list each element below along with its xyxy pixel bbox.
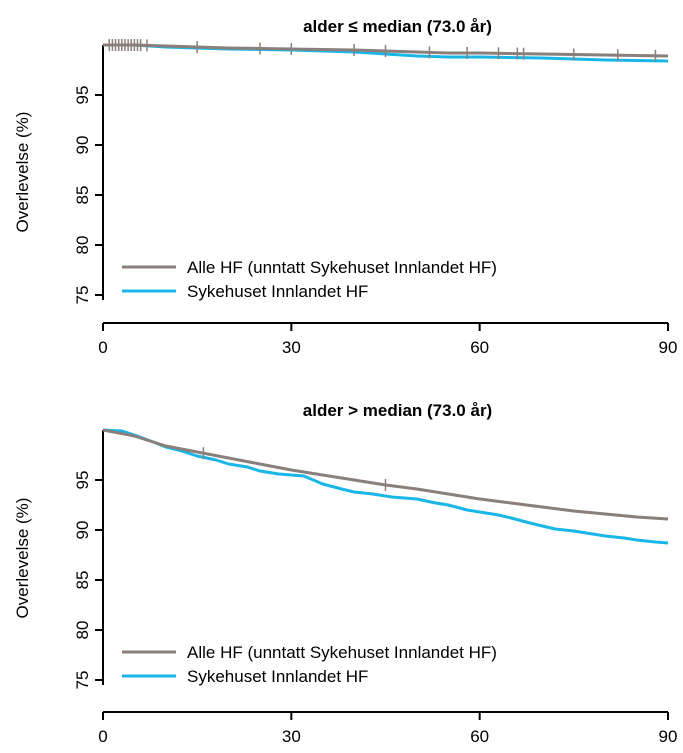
y-tick-label: 95 <box>73 86 92 105</box>
series-line-2 <box>102 428 669 545</box>
x-tick-label: 90 <box>659 727 678 746</box>
series-line-1 <box>102 428 669 521</box>
series-line-1 <box>103 43 669 58</box>
y-tick-label: 75 <box>73 286 92 305</box>
chart-panel-1: alder ≤ median (73.0 år) Overlevelse (%) 7… <box>13 17 677 357</box>
y-tick-label: 85 <box>73 571 92 590</box>
legend-label: Alle HF (unntatt Sykehuset Innlandet HF) <box>187 258 497 277</box>
y-tick-label: 90 <box>73 521 92 540</box>
y-tick-label: 95 <box>73 471 92 490</box>
y-axis-label: Overlevelse (%) <box>13 112 32 233</box>
x-tick-label: 90 <box>659 338 678 357</box>
x-tick-label: 60 <box>470 338 489 357</box>
x-tick-label: 60 <box>470 727 489 746</box>
y-tick-label: 80 <box>73 621 92 640</box>
legend-label: Sykehuset Innlandet HF <box>187 282 368 301</box>
y-tick-label: 90 <box>73 136 92 155</box>
chart-title: alder > median (73.0 år) <box>303 401 492 420</box>
legend-label: Sykehuset Innlandet HF <box>187 667 368 686</box>
y-tick-label: 80 <box>73 236 92 255</box>
x-tick-label: 0 <box>98 338 107 357</box>
x-tick-label: 30 <box>282 338 301 357</box>
y-axis-label: Overlevelse (%) <box>13 498 32 619</box>
x-tick-label: 0 <box>98 727 107 746</box>
y-tick-label: 75 <box>73 671 92 690</box>
chart-title: alder ≤ median (73.0 år) <box>303 17 492 36</box>
chart-panel-2: alder > median (73.0 år) Overlevelse (%) 7… <box>13 401 677 746</box>
y-tick-label: 85 <box>73 186 92 205</box>
x-tick-label: 30 <box>282 727 301 746</box>
legend-label: Alle HF (unntatt Sykehuset Innlandet HF) <box>187 643 497 662</box>
